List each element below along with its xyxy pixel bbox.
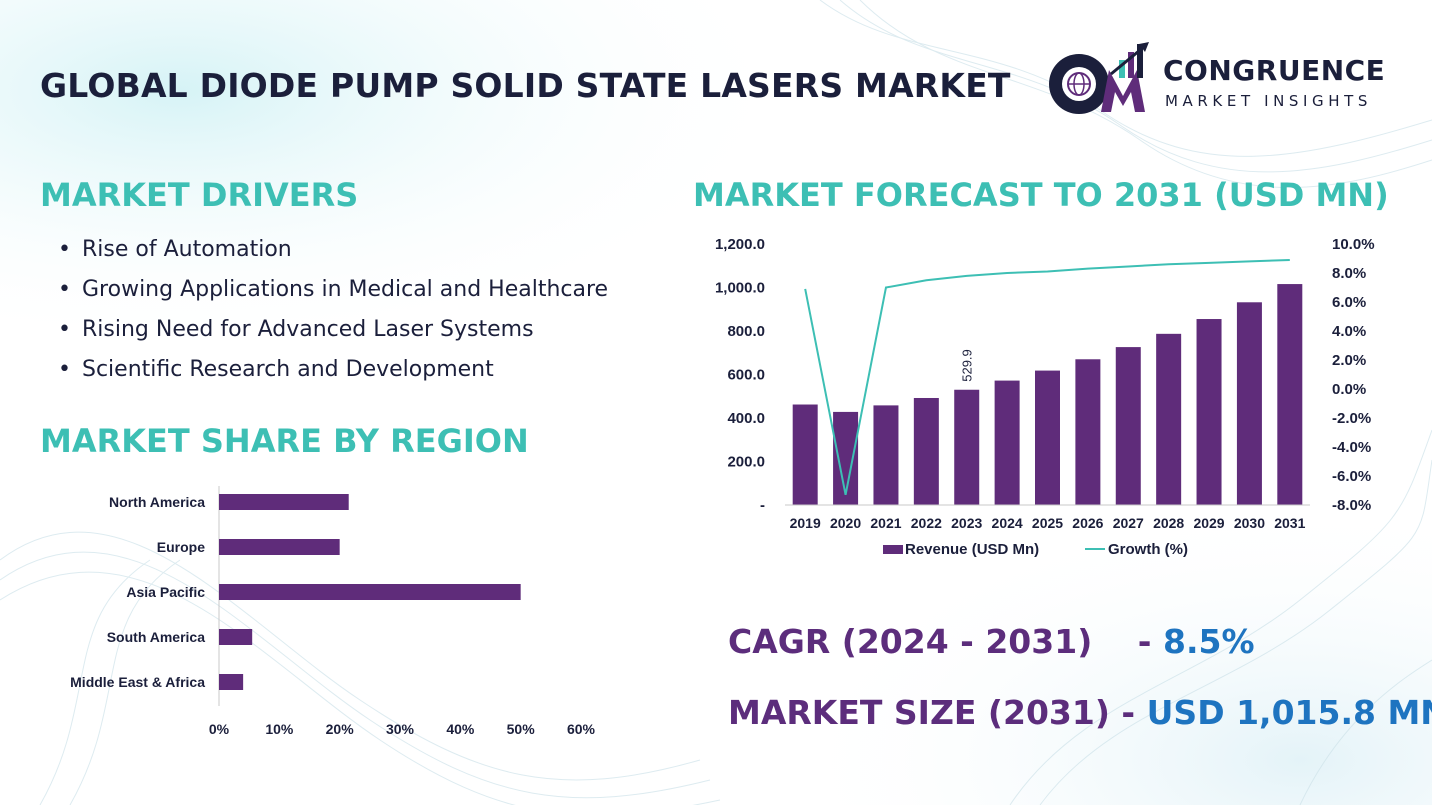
x-tick-label: 2027 — [1113, 515, 1144, 531]
region-label: Europe — [157, 539, 205, 555]
revenue-bar — [1035, 370, 1060, 505]
right-axis-tick-label: -2.0% — [1332, 410, 1371, 427]
revenue-bar — [792, 404, 818, 505]
driver-text: Scientific Research and Development — [82, 357, 494, 382]
drivers-title: MARKET DRIVERS — [40, 176, 359, 214]
driver-item: • Scientific Research and Development — [58, 350, 608, 390]
x-tick-label: 10% — [265, 721, 294, 737]
x-tick-label: 2022 — [911, 515, 942, 531]
cagr-label: CAGR (2024 - 2031) — [728, 622, 1093, 661]
region-label: South America — [107, 629, 205, 645]
driver-text: Rising Need for Advanced Laser Systems — [82, 317, 534, 342]
logo-mark-icon — [1049, 42, 1149, 114]
driver-item: • Rising Need for Advanced Laser Systems — [58, 310, 608, 350]
legend-label-revenue: Revenue (USD Mn) — [905, 541, 1039, 558]
x-tick-label: 2019 — [790, 515, 821, 531]
x-tick-label: 50% — [507, 721, 536, 737]
left-axis-tick-label: 800.0 — [727, 323, 765, 340]
growth-line — [804, 258, 1290, 496]
driver-text: Growing Applications in Medical and Heal… — [82, 277, 609, 302]
x-tick-label: 20% — [326, 721, 355, 737]
right-axis-tick-label: -8.0% — [1332, 497, 1371, 514]
region-title: MARKET SHARE BY REGION — [40, 422, 529, 460]
region-bar — [219, 584, 521, 600]
right-axis-tick-label: -6.0% — [1332, 468, 1371, 485]
left-axis-tick-label: 600.0 — [727, 367, 765, 384]
left-axis-tick-label: 400.0 — [727, 410, 765, 427]
revenue-bar — [994, 380, 1020, 505]
revenue-bar — [1115, 347, 1141, 505]
bullet-icon: • — [58, 237, 71, 262]
revenue-bar — [833, 411, 859, 505]
logo-name: CONGRUENCE — [1163, 54, 1386, 87]
cagr-separator: - — [1137, 622, 1152, 661]
x-tick-label: 2021 — [870, 515, 901, 531]
x-tick-label: 2029 — [1193, 515, 1224, 531]
left-axis-tick-label: 1,200.0 — [715, 236, 765, 253]
x-tick-label: 40% — [446, 721, 475, 737]
x-tick-label: 2028 — [1153, 515, 1184, 531]
x-tick-label: 2030 — [1234, 515, 1265, 531]
page-title: GLOBAL DIODE PUMP SOLID STATE LASERS MAR… — [40, 66, 1011, 105]
bullet-icon: • — [58, 317, 71, 342]
revenue-bar — [913, 397, 939, 505]
revenue-bar — [1196, 319, 1222, 505]
cagr-value: 8.5% — [1162, 622, 1255, 661]
right-axis-tick-label: 10.0% — [1332, 236, 1375, 253]
bullet-icon: • — [58, 277, 71, 302]
region-bar — [219, 674, 244, 690]
legend-label-growth: Growth (%) — [1108, 541, 1188, 558]
data-label: 529.9 — [960, 349, 975, 382]
driver-item: • Growing Applications in Medical and Hea… — [58, 270, 608, 310]
cagr-line: CAGR (2024 - 2031) - 8.5% — [728, 622, 1255, 661]
market-size-separator: - — [1121, 693, 1136, 732]
right-axis-tick-label: 8.0% — [1332, 265, 1366, 282]
x-tick-label: 30% — [386, 721, 415, 737]
left-axis-tick-label: 200.0 — [727, 454, 765, 471]
region-bar — [219, 539, 340, 555]
company-logo: CONGRUENCE MARKET INSIGHTS — [1045, 40, 1405, 120]
x-tick-label: 2024 — [992, 515, 1023, 531]
revenue-bar — [954, 389, 980, 505]
region-bar — [219, 494, 349, 510]
right-axis-tick-label: 4.0% — [1332, 323, 1366, 340]
revenue-bar — [1236, 302, 1262, 505]
market-size-label: MARKET SIZE (2031) — [728, 693, 1110, 732]
right-axis-tick-label: 6.0% — [1332, 294, 1366, 311]
bullet-icon: • — [58, 357, 71, 382]
legend-swatch-revenue — [883, 545, 903, 554]
region-label: Middle East & Africa — [70, 674, 205, 690]
x-tick-label: 2020 — [830, 515, 861, 531]
x-tick-label: 2023 — [951, 515, 982, 531]
driver-item: • Rise of Automation — [58, 230, 608, 270]
market-size-value: USD 1,015.8 MN — [1146, 693, 1432, 732]
revenue-bar — [1277, 284, 1303, 505]
revenue-bar — [1156, 333, 1182, 505]
left-axis-tick-label: 1,000.0 — [715, 280, 765, 297]
right-axis-tick-label: 2.0% — [1332, 352, 1366, 369]
region-label: Asia Pacific — [126, 584, 205, 600]
x-tick-label: 0% — [209, 721, 230, 737]
x-tick-label: 60% — [567, 721, 596, 737]
right-axis-tick-label: 0.0% — [1332, 381, 1366, 398]
x-tick-label: 2025 — [1032, 515, 1063, 531]
region-label: North America — [109, 494, 205, 510]
left-axis-tick-label: - — [760, 497, 765, 514]
region-share-chart: North America Europe Asia Pacific South Ame… — [70, 486, 596, 737]
drivers-list: • Rise of Automation • Growing Application… — [58, 230, 608, 390]
revenue-bar — [1075, 359, 1101, 505]
revenue-bar — [873, 405, 899, 505]
x-tick-label: 2031 — [1274, 515, 1305, 531]
logo-subtitle: MARKET INSIGHTS — [1165, 92, 1373, 110]
driver-text: Rise of Automation — [82, 237, 292, 262]
forecast-title: MARKET FORECAST TO 2031 (USD MN) — [693, 176, 1389, 214]
region-bar — [219, 629, 253, 645]
x-tick-label: 2026 — [1072, 515, 1103, 531]
right-axis-tick-label: -4.0% — [1332, 439, 1371, 456]
market-size-line: MARKET SIZE (2031) - USD 1,015.8 MN — [728, 693, 1432, 732]
forecast-chart: - 200.0 400.0 600.0 800.0 1,000.0 1,200.0 -8.0%… — [715, 236, 1375, 558]
